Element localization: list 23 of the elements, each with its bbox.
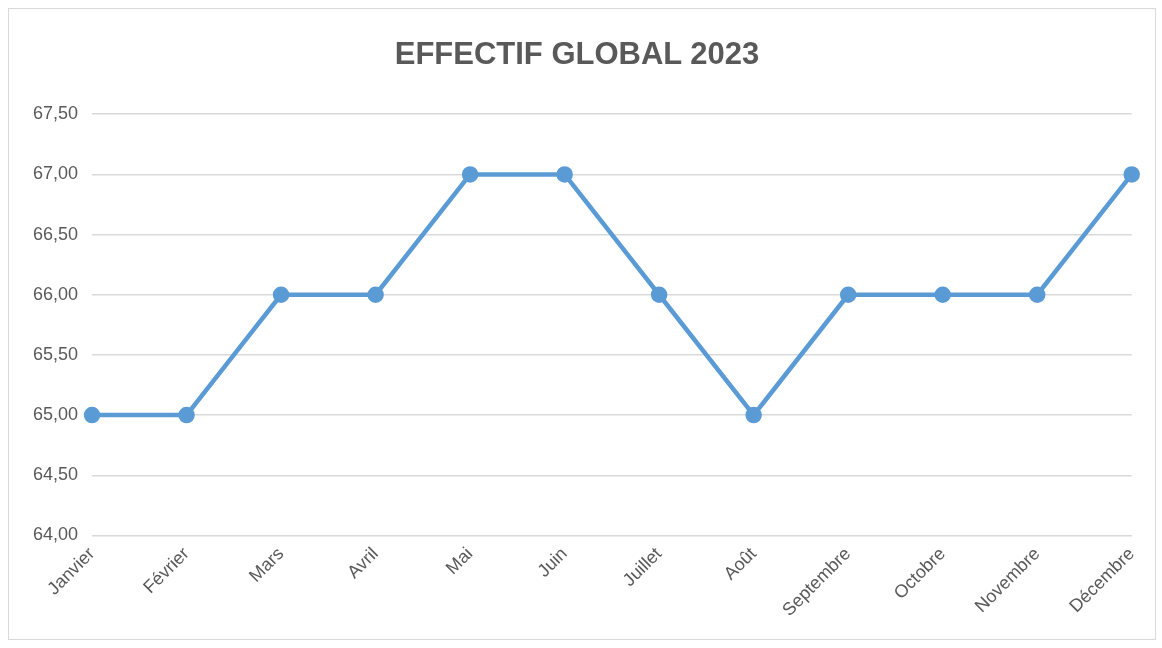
chart-title: EFFECTIF GLOBAL 2023 bbox=[394, 36, 760, 72]
point bbox=[83, 406, 101, 424]
x-tick-label: Mai bbox=[441, 543, 477, 578]
point bbox=[461, 166, 479, 183]
point bbox=[934, 286, 951, 303]
y-tick-label: 65,50 bbox=[33, 343, 79, 364]
point bbox=[556, 166, 573, 183]
point bbox=[745, 406, 762, 424]
point bbox=[1028, 286, 1046, 303]
point bbox=[1123, 166, 1140, 183]
y-tick-label: 67,50 bbox=[33, 103, 79, 124]
y-tick-label: 66,00 bbox=[33, 283, 79, 304]
point bbox=[178, 406, 195, 424]
y-tick-label: 65,00 bbox=[33, 404, 79, 425]
y-tick-label: 67,00 bbox=[33, 163, 79, 184]
point bbox=[272, 286, 290, 303]
point bbox=[650, 286, 668, 303]
point bbox=[839, 286, 857, 303]
y-tick-label: 64,50 bbox=[33, 464, 79, 485]
y-tick-label: 64,00 bbox=[33, 524, 79, 545]
point bbox=[367, 286, 384, 303]
x-tick-label: Juin bbox=[533, 543, 571, 581]
y-tick-label: 66,50 bbox=[33, 223, 79, 244]
